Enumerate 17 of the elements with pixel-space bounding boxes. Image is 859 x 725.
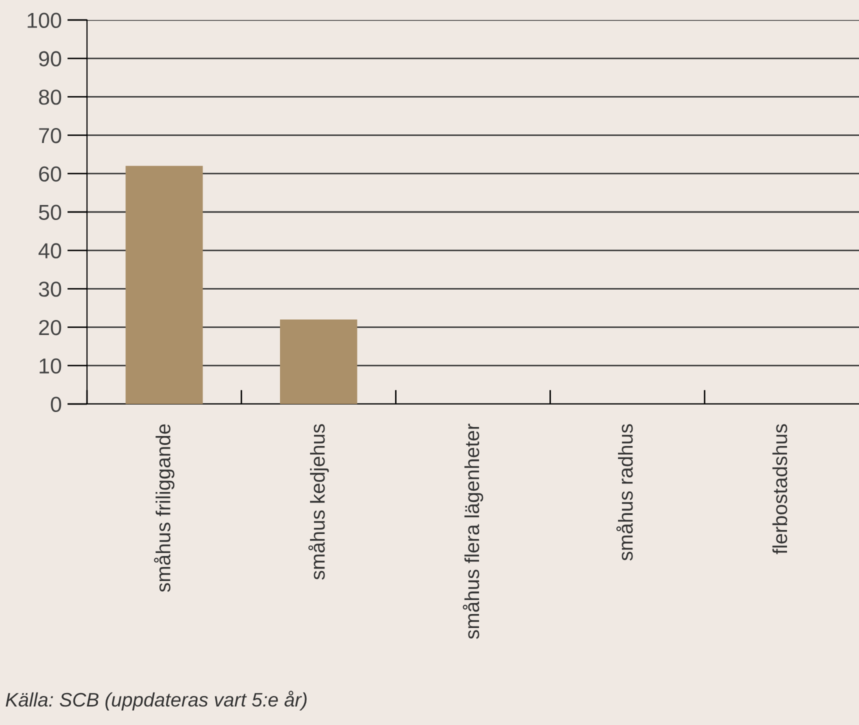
text: Källa: SCB (uppdateras vart 5:e år)	[6, 690, 307, 710]
y-tick-label: 50	[38, 204, 62, 220]
y-tick-label: 60	[39, 166, 62, 182]
y-tick-label: 70	[39, 128, 62, 144]
x-tick-label: småhus kedjehus	[308, 424, 329, 580]
y-tick-label: 20	[39, 320, 62, 336]
y-tick-label: 100	[28, 12, 62, 28]
x-tick-label: småhus friliggande	[154, 424, 174, 592]
y-tick-label: 90	[39, 51, 62, 66]
y-tick-label: 40	[38, 243, 62, 258]
y-tick-label: 0	[50, 396, 62, 412]
y-tick-label: 30	[38, 282, 62, 297]
y-tick-label: 10	[40, 358, 62, 374]
y-tick-label: 80	[38, 90, 62, 105]
x-tick-label: småhus radhus	[616, 424, 633, 561]
x-tick-label: småhus flera lägenheter	[462, 424, 484, 639]
x-tick-label: flerbostadshus	[772, 424, 788, 554]
